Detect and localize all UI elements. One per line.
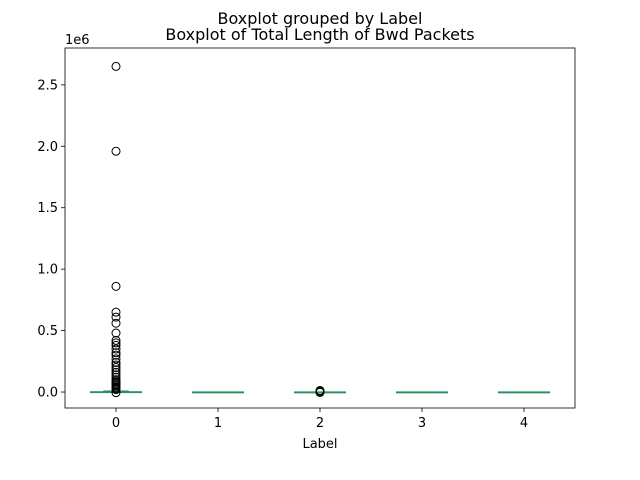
outlier-point [111, 340, 121, 350]
x-tick-label: 0 [112, 416, 120, 431]
y-tick-label: 2.0 [37, 140, 58, 155]
outlier-point [111, 365, 121, 375]
outlier-point [111, 146, 121, 156]
outlier-point [111, 348, 121, 358]
plot-frame [64, 47, 576, 409]
x-tick-label: 2 [316, 416, 324, 431]
outlier-point [111, 61, 121, 71]
outlier-point [111, 372, 121, 382]
x-tick-label: 3 [418, 416, 426, 431]
y-tick-label: 0.0 [37, 386, 58, 401]
outlier-point [315, 387, 325, 397]
outlier-point [111, 362, 121, 372]
y-tick-label: 2.5 [37, 78, 58, 93]
outlier-point [111, 370, 121, 380]
outlier-point [111, 358, 121, 368]
outlier-point [111, 328, 121, 338]
chart-suptitle: Boxplot grouped by Label [218, 9, 423, 28]
outlier-point [111, 350, 121, 360]
y-offset-label: 1e6 [65, 33, 90, 48]
outlier-point [111, 335, 121, 345]
outlier-point [111, 318, 121, 328]
plot-area: 0.0 0.5 1.0 1.5 2.0 2.5 0 1 2 3 4 [37, 47, 576, 431]
outlier-point [111, 388, 121, 398]
outlier-point [111, 338, 121, 348]
outlier-point [111, 281, 121, 291]
outlier-point [111, 367, 121, 377]
x-tick-label: 1 [214, 416, 222, 431]
x-axis-label: Label [302, 437, 337, 452]
outlier-point [111, 360, 121, 370]
chart-title: Boxplot of Total Length of Bwd Packets [165, 25, 474, 44]
y-tick-label: 1.0 [37, 263, 58, 278]
outlier-point [111, 354, 121, 364]
y-tick-label: 1.5 [37, 201, 58, 216]
outlier-point [111, 344, 121, 354]
outlier-point [111, 307, 121, 317]
x-tick-label: 4 [520, 416, 528, 431]
outlier-point [111, 385, 121, 395]
y-tick-label: 0.5 [37, 324, 58, 339]
outlier-point [111, 312, 121, 322]
